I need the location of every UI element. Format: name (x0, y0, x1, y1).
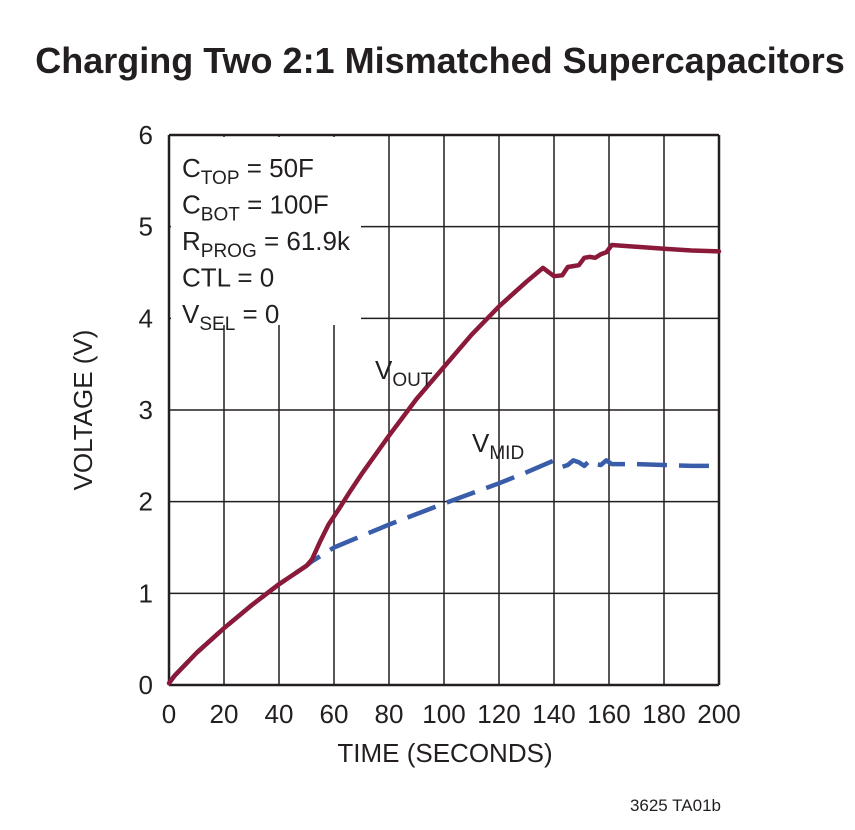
x-tick-labels: 0 20 40 60 80 100 120 140 160 180 200 (162, 699, 741, 729)
y-tick-label: 4 (139, 303, 153, 333)
series-line-vout (166, 242, 722, 686)
y-tick-labels: 0 1 2 3 4 5 6 (139, 120, 153, 700)
x-tick-label: 60 (320, 699, 349, 729)
x-tick-label: 120 (477, 699, 520, 729)
x-tick-label: 200 (697, 699, 740, 729)
series-label-vout: VOUT (375, 355, 433, 391)
y-tick-label: 6 (139, 120, 153, 150)
x-tick-label: 100 (422, 699, 465, 729)
series-label-vmid: VMID (472, 428, 524, 464)
chart-title: Charging Two 2:1 Mismatched Supercapacit… (35, 40, 845, 81)
annotation-line: RPROG = 61.9k (182, 226, 351, 262)
y-tick-label: 0 (139, 670, 153, 700)
annotation-line: CBOT = 100F (182, 190, 329, 226)
annotation-line: CTL = 0 (182, 263, 274, 293)
x-tick-label: 80 (375, 699, 404, 729)
x-tick-label: 20 (210, 699, 239, 729)
y-tick-label: 1 (139, 578, 153, 608)
grid (167, 133, 721, 687)
annotation-line: VSEL = 0 (182, 299, 279, 335)
figure-code: 3625 TA01b (630, 796, 721, 815)
y-tick-label: 3 (139, 395, 153, 425)
x-tick-label: 160 (587, 699, 630, 729)
series-labels: VOUT VMID (375, 355, 524, 464)
annotation-line: CTOP = 50F (182, 153, 314, 189)
x-tick-label: 180 (642, 699, 685, 729)
y-tick-label: 2 (139, 487, 153, 517)
x-axis-label: TIME (SECONDS) (337, 738, 552, 768)
x-tick-label: 0 (162, 699, 176, 729)
series-lines (166, 242, 722, 686)
y-axis-label: VOLTAGE (V) (68, 330, 98, 491)
x-tick-label: 40 (265, 699, 294, 729)
annotation-box (171, 137, 361, 325)
x-tick-label: 140 (532, 699, 575, 729)
y-tick-label: 5 (139, 212, 153, 242)
